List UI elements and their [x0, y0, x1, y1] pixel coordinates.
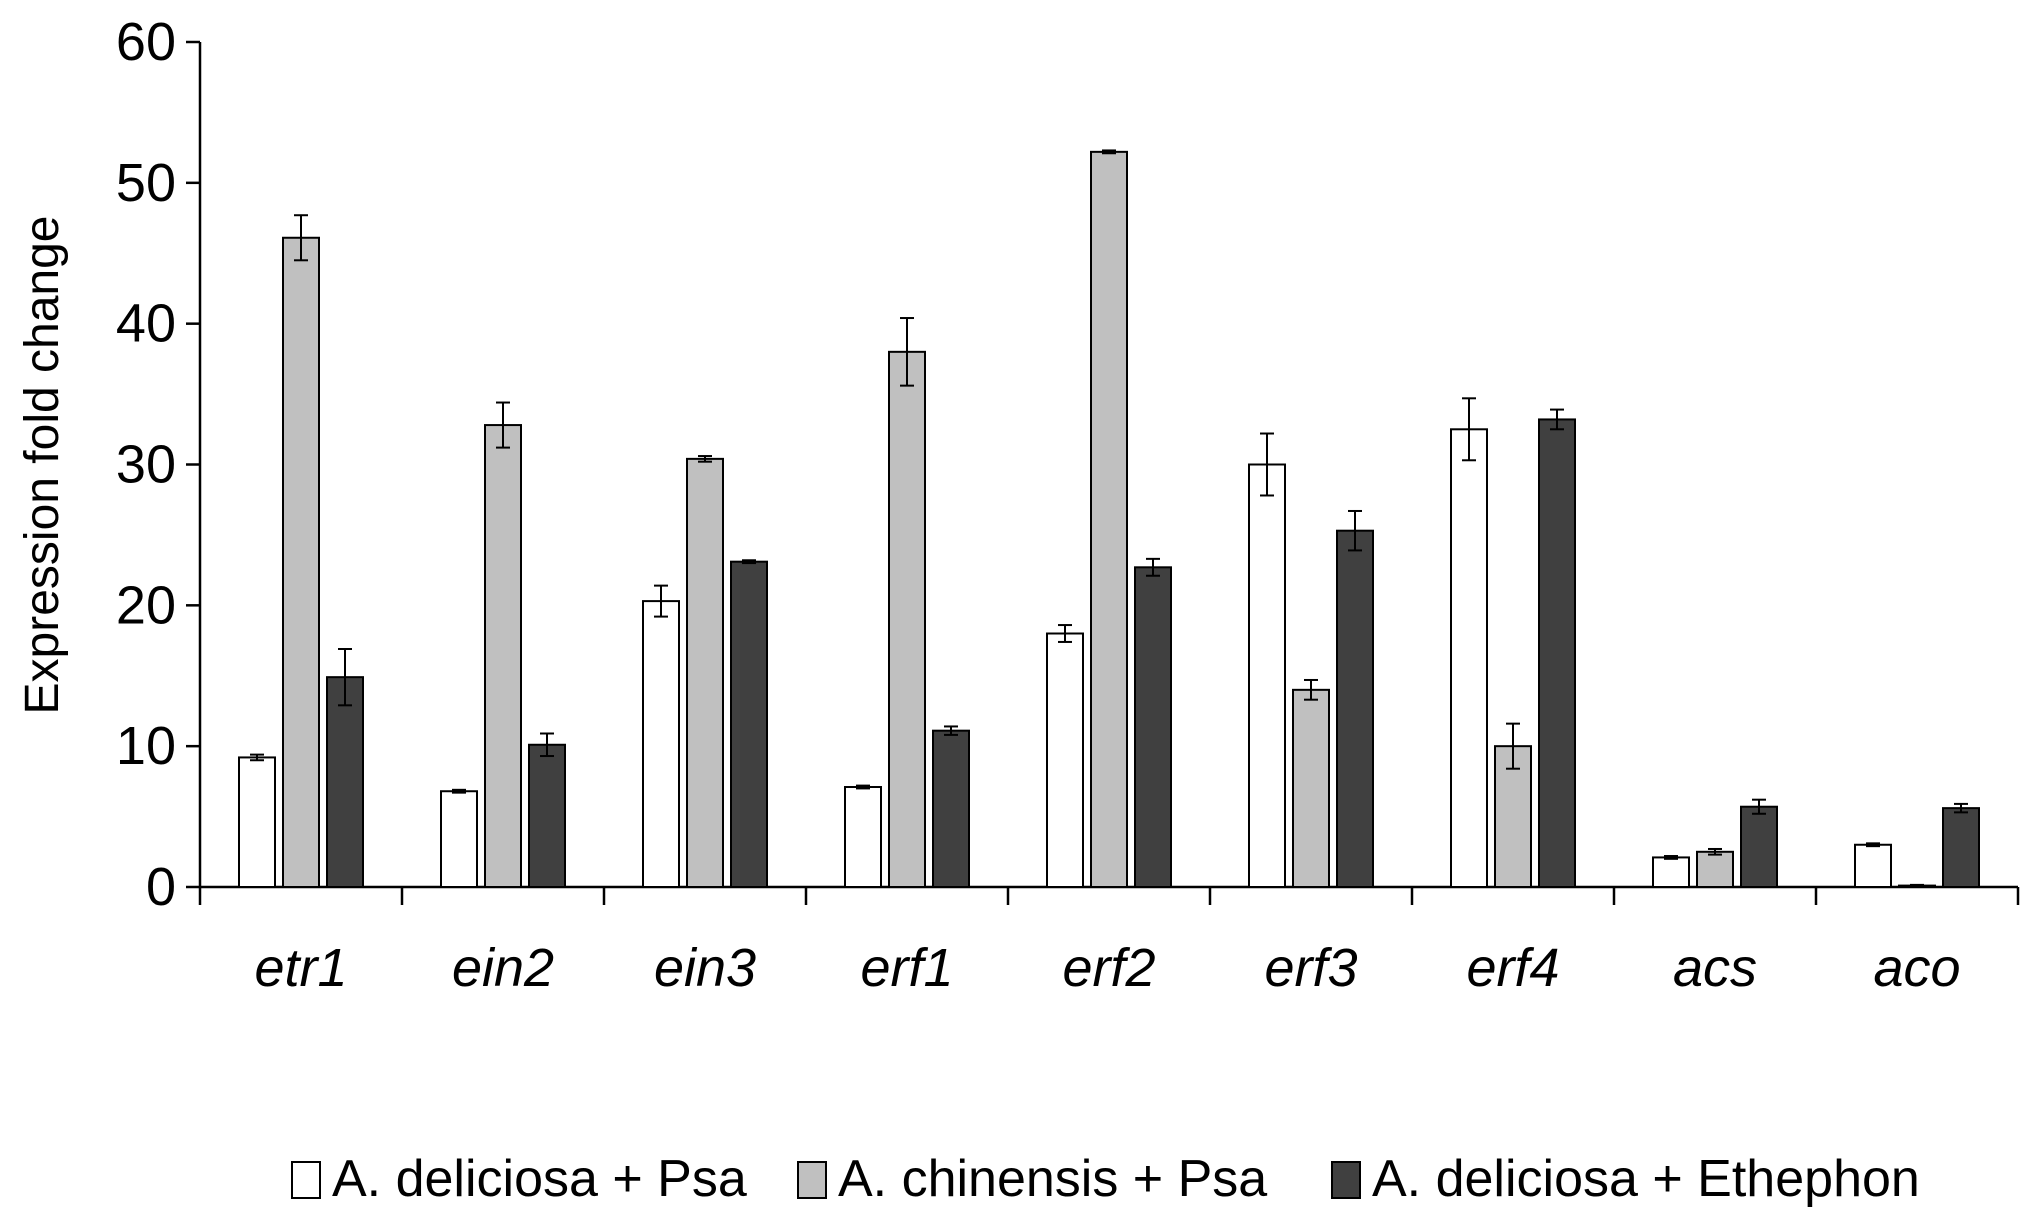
y-axis-title: Expression fold change	[16, 216, 69, 715]
category-label-ein2: ein2	[452, 938, 554, 998]
bar-etr1-series-1	[238, 756, 276, 889]
legend-label-1: A. deliciosa + Psa	[332, 1150, 747, 1208]
bar-aco-series-1	[1854, 843, 1892, 888]
error-bars	[250, 149, 1968, 888]
y-tick-label: 30	[116, 435, 176, 495]
axis-labels: 0 10 20 30 40 50 60 etr1 ein2 ein3 erf1 erf2 erf3 erf…	[16, 12, 1961, 998]
category-label-ein3: ein3	[654, 938, 756, 998]
bar-ein2-series-2	[484, 424, 522, 888]
bar-erf2-series-3	[1134, 566, 1172, 889]
bar-aco-series-3	[1942, 807, 1980, 889]
y-tick-label: 60	[116, 12, 176, 72]
legend-swatch-2	[797, 1161, 827, 1199]
y-tick-label: 10	[116, 716, 176, 776]
category-label-erf1: erf1	[860, 938, 953, 998]
bar-acs-series-2	[1696, 850, 1734, 889]
bar-ein2-series-1	[440, 790, 478, 889]
bar-ein3-series-3	[730, 560, 768, 888]
bar-erf3-series-1	[1248, 463, 1286, 888]
bars	[238, 150, 1980, 889]
y-tick-label: 40	[116, 294, 176, 354]
category-label-aco: aco	[1873, 938, 1960, 998]
bar-ein3-series-1	[642, 600, 680, 888]
bar-erf1-series-1	[844, 786, 882, 889]
y-tick-label: 50	[116, 153, 176, 213]
category-label-erf2: erf2	[1062, 938, 1155, 998]
bar-erf1-series-3	[932, 729, 970, 888]
legend: A. deliciosa + Psa A. chinensis + Psa A. d…	[291, 1150, 1920, 1208]
bar-erf4-series-3	[1538, 418, 1576, 888]
bar-ein3-series-2	[686, 457, 724, 888]
bar-erf1-series-2	[888, 350, 926, 889]
y-tick-label: 0	[146, 857, 176, 917]
bar-erf3-series-2	[1292, 688, 1330, 888]
legend-label-2: A. chinensis + Psa	[838, 1150, 1267, 1208]
bar-erf3-series-3	[1336, 529, 1374, 888]
bar-erf2-series-2	[1090, 150, 1128, 889]
bar-ein2-series-3	[528, 743, 566, 889]
category-label-erf3: erf3	[1264, 938, 1357, 998]
bar-etr1-series-2	[282, 236, 320, 888]
category-label-etr1: etr1	[254, 938, 347, 998]
category-label-erf4: erf4	[1466, 938, 1559, 998]
bar-etr1-series-3	[326, 676, 364, 888]
category-label-acs: acs	[1673, 938, 1757, 998]
bar-acs-series-3	[1740, 805, 1778, 888]
legend-swatch-1	[291, 1161, 321, 1199]
bar-erf4-series-1	[1450, 428, 1488, 888]
bar-erf2-series-1	[1046, 632, 1084, 888]
legend-swatch-3	[1331, 1161, 1361, 1199]
legend-label-3: A. deliciosa + Ethephon	[1372, 1150, 1920, 1208]
bar-acs-series-1	[1652, 856, 1690, 888]
y-tick-label: 20	[116, 575, 176, 635]
